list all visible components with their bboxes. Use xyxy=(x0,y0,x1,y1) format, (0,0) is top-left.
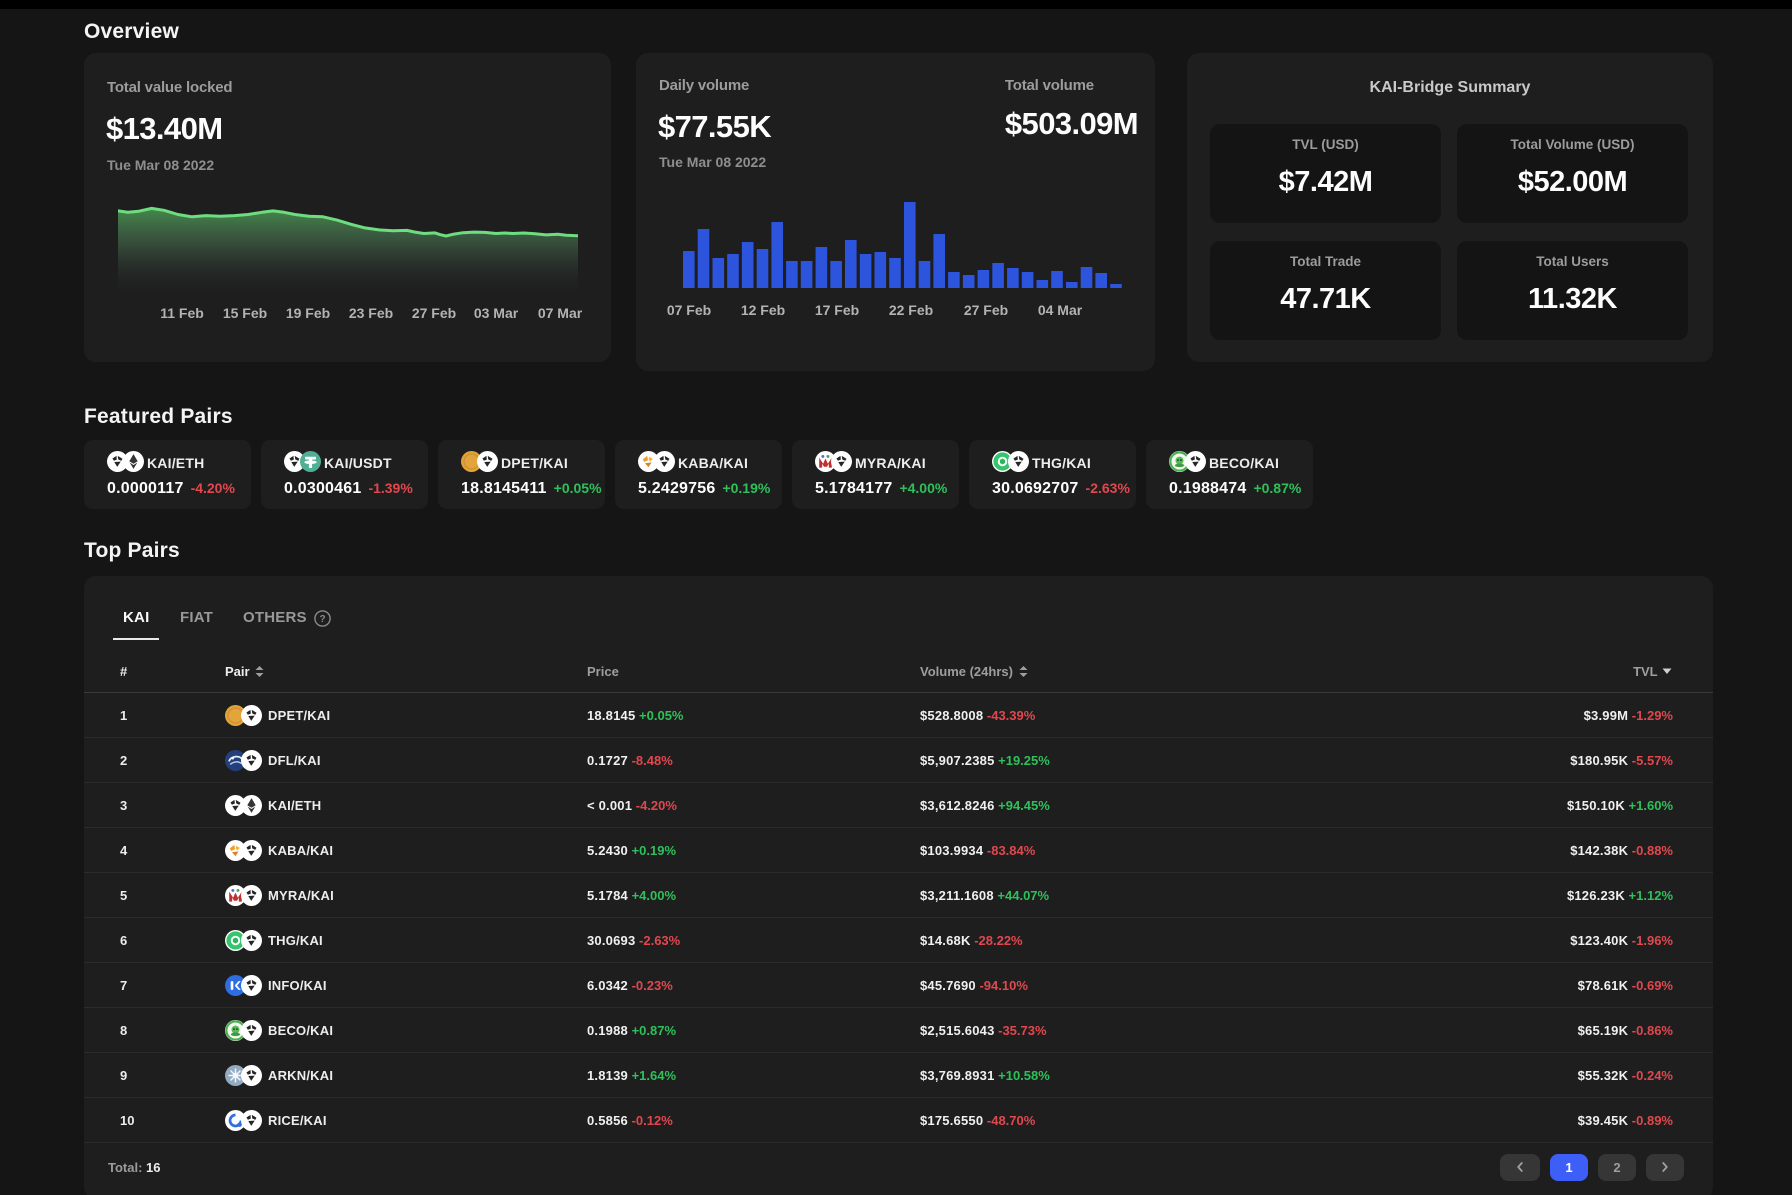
svg-text:?: ? xyxy=(319,614,325,625)
